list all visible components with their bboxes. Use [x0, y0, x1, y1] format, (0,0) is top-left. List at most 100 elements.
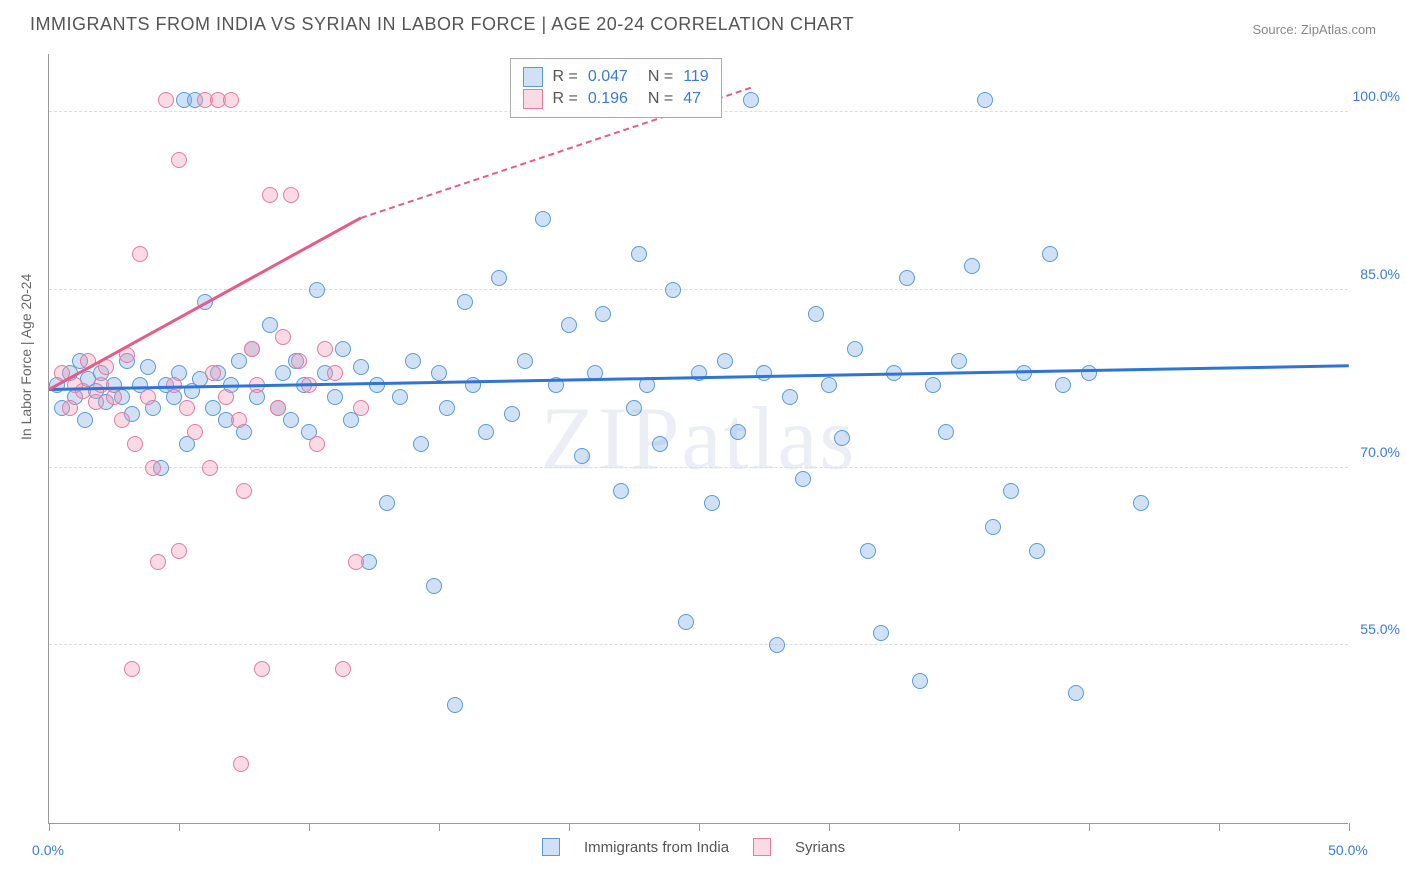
scatter-point: [613, 483, 629, 499]
scatter-point: [1003, 483, 1019, 499]
scatter-point: [808, 306, 824, 322]
scatter-point: [187, 424, 203, 440]
scatter-point: [834, 430, 850, 446]
scatter-point: [140, 389, 156, 405]
scatter-point: [205, 365, 221, 381]
legend-swatch: [753, 838, 771, 856]
scatter-point: [426, 578, 442, 594]
scatter-point: [150, 554, 166, 570]
scatter-point: [704, 495, 720, 511]
scatter-point: [179, 400, 195, 416]
scatter-point: [504, 406, 520, 422]
x-tick: [439, 823, 440, 831]
x-tick: [699, 823, 700, 831]
scatter-point: [769, 637, 785, 653]
scatter-point: [847, 341, 863, 357]
scatter-point: [231, 353, 247, 369]
scatter-point: [93, 377, 109, 393]
scatter-point: [317, 341, 333, 357]
x-tick: [1089, 823, 1090, 831]
scatter-point: [353, 359, 369, 375]
scatter-point: [1055, 377, 1071, 393]
stats-row: R =0.047N =119: [523, 67, 709, 87]
scatter-point: [231, 412, 247, 428]
scatter-point: [140, 359, 156, 375]
x-tick-label: 0.0%: [32, 842, 64, 858]
scatter-point: [114, 412, 130, 428]
scatter-point: [106, 389, 122, 405]
y-tick-label: 55.0%: [1360, 621, 1400, 637]
scatter-point: [782, 389, 798, 405]
scatter-point: [283, 412, 299, 428]
stat-label: N =: [648, 68, 673, 86]
stats-row: R = 0.196 N = 47: [523, 89, 709, 109]
scatter-point: [309, 436, 325, 452]
scatter-point: [665, 282, 681, 298]
scatter-point: [127, 436, 143, 452]
scatter-point: [405, 353, 421, 369]
scatter-point: [62, 400, 78, 416]
scatter-point: [309, 282, 325, 298]
x-tick: [959, 823, 960, 831]
scatter-point: [413, 436, 429, 452]
scatter-point: [574, 448, 590, 464]
scatter-point: [1016, 365, 1032, 381]
scatter-point: [145, 460, 161, 476]
scatter-point: [717, 353, 733, 369]
scatter-point: [457, 294, 473, 310]
scatter-point: [88, 394, 104, 410]
scatter-point: [353, 400, 369, 416]
y-axis-label: In Labor Force | Age 20-24: [18, 274, 34, 440]
scatter-point: [379, 495, 395, 511]
stat-r-value: 0.047: [588, 68, 638, 86]
stat-label: R =: [553, 68, 578, 86]
y-tick-label: 85.0%: [1360, 266, 1400, 282]
gridline-horizontal: [49, 644, 1348, 645]
scatter-point: [535, 211, 551, 227]
scatter-point: [1029, 543, 1045, 559]
scatter-point: [1081, 365, 1097, 381]
scatter-point: [254, 661, 270, 677]
scatter-point: [652, 436, 668, 452]
stat-label: R =: [553, 90, 578, 108]
scatter-point: [1133, 495, 1149, 511]
scatter-point: [327, 365, 343, 381]
scatter-point: [517, 353, 533, 369]
scatter-point: [631, 246, 647, 262]
scatter-point: [244, 341, 260, 357]
series-swatch: [523, 67, 543, 87]
scatter-point: [756, 365, 772, 381]
scatter-point: [77, 412, 93, 428]
stat-r-value: 0.196: [588, 90, 638, 108]
scatter-point: [730, 424, 746, 440]
x-tick: [1219, 823, 1220, 831]
scatter-point: [439, 400, 455, 416]
scatter-point: [899, 270, 915, 286]
scatter-point: [743, 92, 759, 108]
gridline-horizontal: [49, 467, 1348, 468]
scatter-point: [977, 92, 993, 108]
scatter-point: [171, 152, 187, 168]
gridline-horizontal: [49, 289, 1348, 290]
scatter-point: [795, 471, 811, 487]
x-tick-label: 50.0%: [1328, 842, 1368, 858]
scatter-point: [262, 317, 278, 333]
scatter-point: [236, 483, 252, 499]
scatter-point: [821, 377, 837, 393]
x-tick: [49, 823, 50, 831]
legend-label: Syrians: [795, 839, 845, 856]
legend-swatch: [542, 838, 560, 856]
scatter-point: [283, 187, 299, 203]
scatter-point: [465, 377, 481, 393]
scatter-point: [860, 543, 876, 559]
stat-n-value: 47: [683, 90, 701, 108]
scatter-point: [561, 317, 577, 333]
scatter-point: [478, 424, 494, 440]
scatter-point: [925, 377, 941, 393]
stat-label: N =: [648, 90, 673, 108]
scatter-point: [447, 697, 463, 713]
scatter-point: [158, 92, 174, 108]
scatter-point: [335, 661, 351, 677]
series-swatch: [523, 89, 543, 109]
scatter-point: [951, 353, 967, 369]
